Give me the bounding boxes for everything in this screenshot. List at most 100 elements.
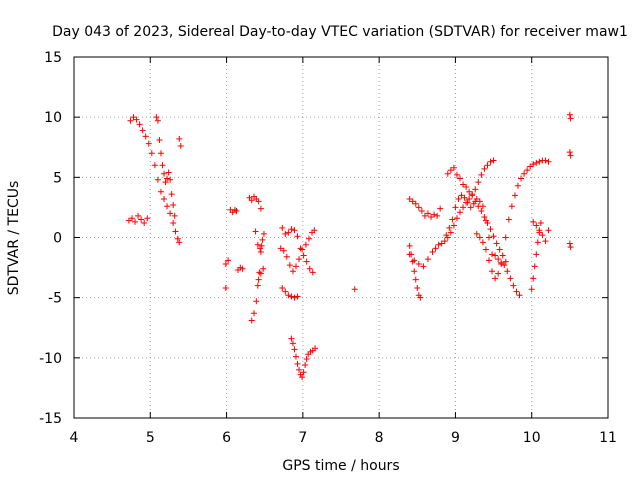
data-point <box>545 227 552 234</box>
series-sat-s <box>406 242 424 301</box>
series-sat-h <box>246 193 264 212</box>
data-point <box>567 115 574 122</box>
data-point <box>409 258 416 265</box>
data-point <box>533 222 540 229</box>
data-point <box>280 247 287 254</box>
data-point <box>518 175 525 182</box>
data-point <box>154 176 161 183</box>
data-point <box>251 310 258 317</box>
data-point <box>168 191 175 198</box>
series-sat-p <box>288 335 319 381</box>
data-point <box>487 226 494 233</box>
y-tick-label: 15 <box>44 50 62 66</box>
data-point <box>138 216 145 223</box>
data-point <box>499 252 506 259</box>
data-point <box>302 241 309 248</box>
x-tick-label: 6 <box>222 430 231 446</box>
data-point <box>303 356 310 363</box>
data-point <box>496 246 503 253</box>
data-point <box>444 170 451 177</box>
data-point <box>257 248 264 255</box>
series-sat-ac <box>566 240 574 251</box>
x-axis-label: GPS time / hours <box>282 458 399 474</box>
data-point <box>414 285 421 292</box>
data-point <box>495 270 502 277</box>
data-point <box>176 135 183 142</box>
data-point <box>291 227 298 234</box>
data-point <box>490 157 497 164</box>
data-point <box>487 158 494 165</box>
data-point <box>225 257 232 264</box>
data-point <box>424 256 431 263</box>
data-point <box>233 208 240 215</box>
data-point <box>421 212 428 219</box>
data-point <box>289 340 296 347</box>
data-point <box>277 245 284 252</box>
series-sat-u <box>444 164 509 265</box>
data-point <box>297 245 304 252</box>
data-point <box>252 228 259 235</box>
data-point <box>311 227 318 234</box>
data-point <box>260 265 267 272</box>
data-point <box>172 228 179 235</box>
data-point <box>539 232 546 239</box>
data-point <box>411 257 418 264</box>
data-point <box>222 260 229 267</box>
data-point <box>449 216 456 223</box>
data-point <box>305 235 312 242</box>
data-point <box>447 167 454 174</box>
data-point <box>174 235 181 242</box>
data-point <box>156 137 163 144</box>
data-point <box>257 270 264 277</box>
data-point <box>162 179 169 186</box>
series-sat-n <box>302 227 318 248</box>
data-point <box>510 282 517 289</box>
data-point <box>466 195 473 202</box>
data-points <box>125 111 574 381</box>
data-point <box>239 265 246 272</box>
data-point <box>457 175 464 182</box>
data-point <box>292 353 299 360</box>
data-point <box>296 256 303 263</box>
data-point <box>254 241 261 248</box>
data-point <box>258 242 265 249</box>
data-point <box>533 159 540 166</box>
data-point <box>479 203 486 210</box>
data-point <box>478 171 485 178</box>
x-tick-label: 4 <box>70 430 79 446</box>
data-point <box>502 234 509 241</box>
data-point <box>283 253 290 260</box>
data-point <box>177 143 184 150</box>
data-point <box>294 233 301 240</box>
data-point <box>125 217 132 224</box>
data-point <box>566 111 573 118</box>
data-point <box>432 245 439 252</box>
data-point <box>537 220 544 227</box>
data-point <box>460 204 467 211</box>
data-point <box>153 114 160 121</box>
data-point <box>139 127 146 134</box>
data-point <box>528 286 535 293</box>
data-point <box>508 203 515 210</box>
series-sat-aa <box>530 218 552 245</box>
data-point <box>461 194 468 201</box>
data-point <box>133 116 140 123</box>
data-point <box>476 198 483 205</box>
data-point <box>303 258 310 265</box>
data-point <box>148 150 155 157</box>
data-point <box>478 208 485 215</box>
data-point <box>479 239 486 246</box>
data-point <box>351 286 358 293</box>
data-point <box>502 258 509 265</box>
data-point <box>406 251 413 258</box>
data-point <box>282 288 289 295</box>
y-tick-label: 10 <box>44 110 62 126</box>
data-point <box>521 170 528 177</box>
data-point <box>453 171 460 178</box>
series-sat-a <box>127 114 183 246</box>
data-point <box>406 195 413 202</box>
data-point <box>481 214 488 221</box>
data-point <box>145 140 152 147</box>
data-point <box>504 268 511 275</box>
